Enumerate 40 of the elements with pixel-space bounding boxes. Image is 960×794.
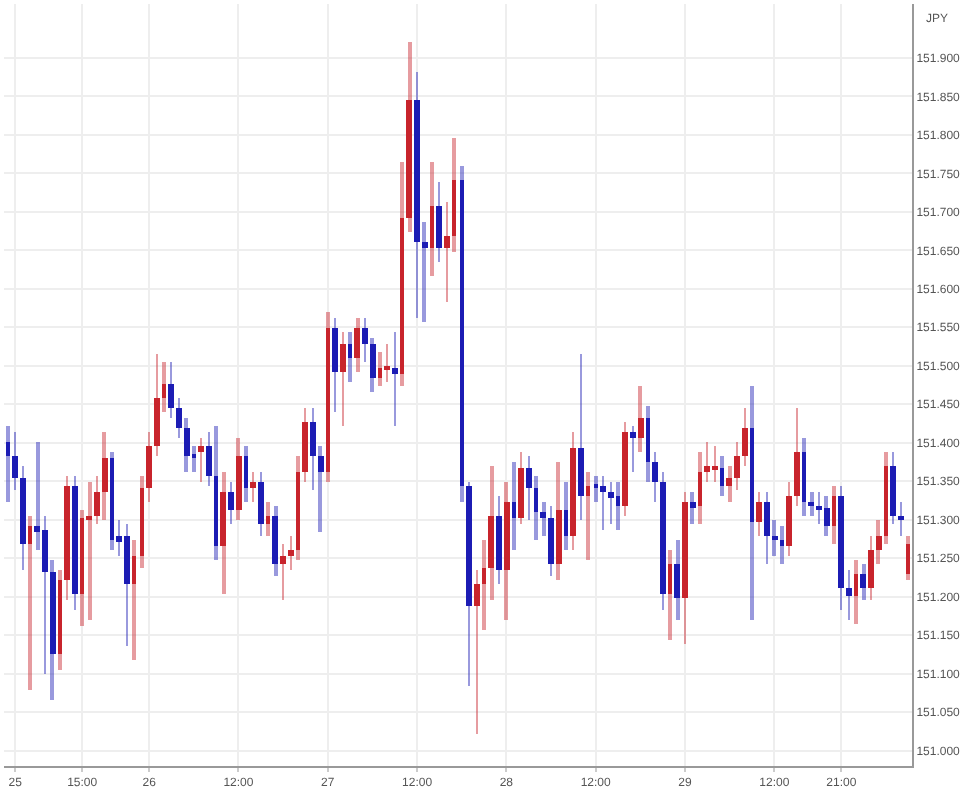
candlestick: [86, 482, 92, 620]
candlestick: [110, 452, 114, 550]
candlestick: [594, 476, 598, 502]
candlestick: [140, 476, 144, 568]
candlestick: [244, 446, 248, 502]
candlestick: [326, 312, 330, 482]
candlestick: [162, 362, 166, 412]
candlestick: [422, 222, 428, 322]
candlestick: [720, 456, 724, 496]
candlestick: [392, 332, 398, 426]
candlestick: [58, 570, 62, 670]
candlestick: [132, 540, 136, 660]
candlestick: [214, 426, 218, 560]
candlestick: [348, 332, 352, 382]
candlestick: [430, 162, 434, 276]
candlestick: [534, 476, 538, 540]
candlestick: [6, 426, 10, 502]
candlestick: [378, 352, 382, 386]
candlestick: [586, 472, 590, 560]
candlestick: [854, 560, 858, 624]
candlestick: [28, 516, 32, 690]
candlestick: [646, 406, 650, 482]
candlestick: [906, 536, 910, 580]
candlestick: [780, 526, 784, 564]
candlestick: [616, 482, 620, 530]
candlestick: [460, 166, 464, 502]
candlestick: [296, 456, 300, 560]
candlestick: [512, 462, 516, 550]
candlestick: [564, 482, 568, 550]
candlestick: [266, 502, 270, 536]
candlestick: [884, 452, 888, 544]
candlestick: [750, 386, 754, 620]
candlestick: [802, 438, 806, 516]
candlestick: [482, 540, 486, 630]
candlestick: [400, 162, 404, 386]
candlestick: [832, 486, 836, 544]
candlestick: [452, 138, 456, 252]
candlestick: [668, 550, 672, 640]
candlestick: [80, 510, 84, 626]
candlestick: [698, 452, 702, 524]
